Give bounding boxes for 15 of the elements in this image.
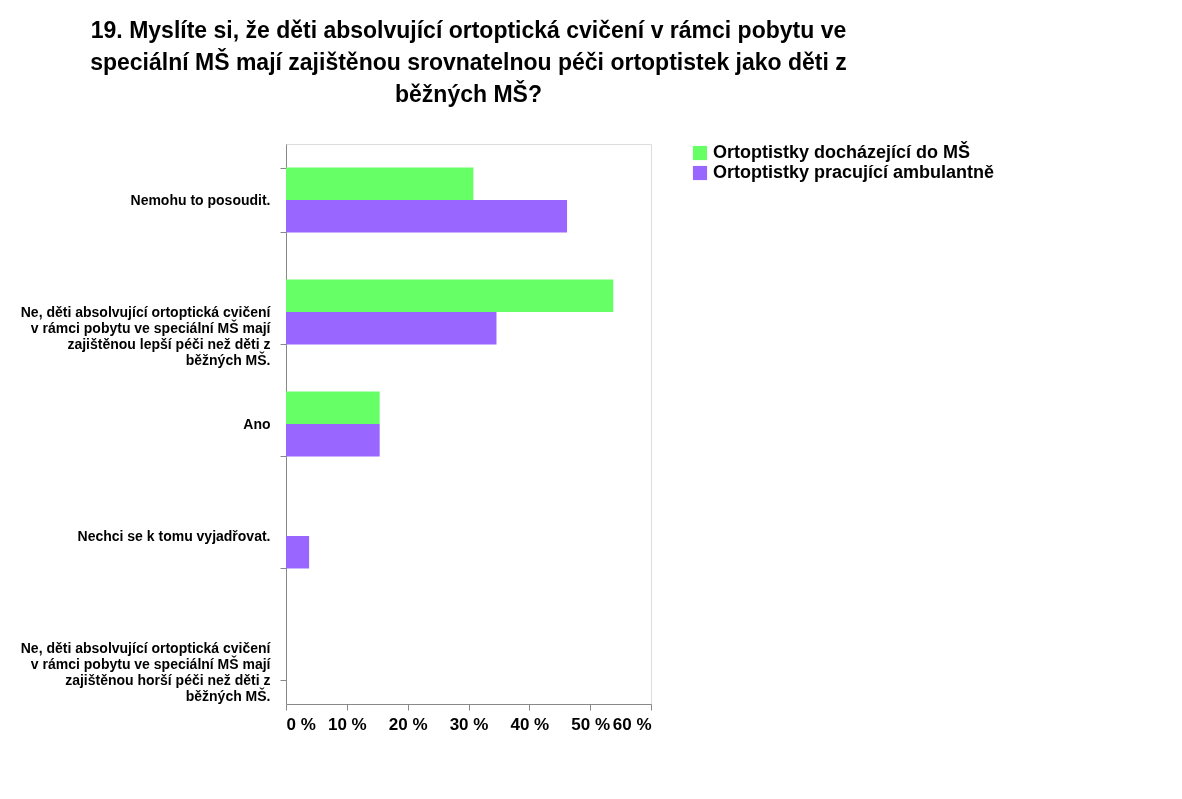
y-tick-label: Ano [243,415,271,432]
x-tick-label: 20 % [388,714,428,734]
x-tick-label: 30 % [449,714,489,734]
legend-label: Ortoptistky pracující ambulantně [713,162,995,182]
legend-label: Ortoptistky docházející do MŠ [713,141,971,162]
y-tick-label: Nechci se k tomu vyjadřovat. [77,527,271,544]
x-tick-label: 10 % [327,714,367,734]
x-tick-label: 60 % [612,714,652,734]
y-tick-label: Ne, děti absolvující ortoptická cvičení v rámci pobytu ve speciální MŠ mají zajištěnou horší péči než děti z běžných MŠ. [20,639,272,704]
x-tick-label: 50 % [571,714,611,734]
y-tick-label: Nemohu to posoudit. [130,191,271,208]
x-tick-label: 40 % [510,714,550,734]
y-tick-label: Ne, děti absolvující ortoptická cvičení v rámci pobytu ve speciální MŠ mají zajištěnou lepší péči než děti z běžných MŠ. [20,303,272,368]
chart-title: 19. Myslíte si, že děti absolvující ortoptická cvičení v rámci pobytu ve speciální MŠ mají zajištěnou srovnatelnou péči ortoptistek jako děti z běžných MŠ? [90,17,847,107]
x-tick-label: 0 % [286,714,316,734]
